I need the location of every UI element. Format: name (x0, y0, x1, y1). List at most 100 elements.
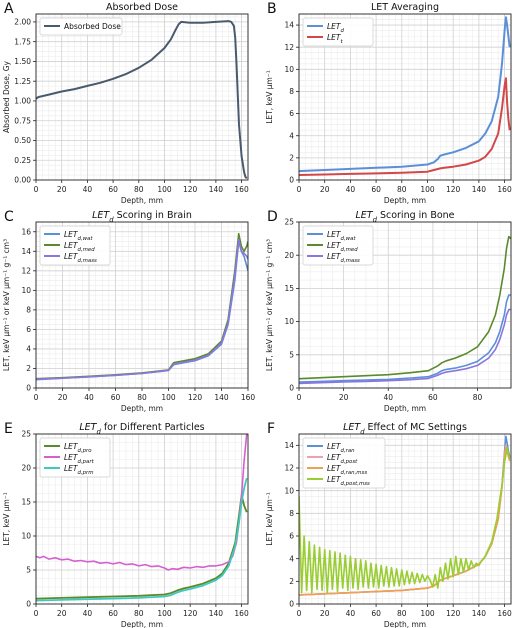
text-part: LET (327, 33, 342, 42)
x-tick-label: 0 (34, 185, 39, 194)
y-axis-label: Absorbed Dose, Gy (2, 60, 11, 132)
x-axis-label: Depth, mm (384, 196, 426, 205)
y-tick-label: 14 (284, 21, 294, 30)
chart-title: LETd Effect of MC Settings (343, 422, 467, 436)
x-tick-label: 40 (83, 185, 93, 194)
panel-letter: C (4, 209, 14, 225)
series-line-1 (299, 77, 511, 176)
y-tick-label: 1.50 (14, 57, 31, 66)
text-part: LET (64, 241, 79, 250)
legend-label: LETd,post (327, 453, 358, 465)
x-axis-label: Depth, mm (384, 620, 426, 628)
text-part: LET (64, 442, 79, 451)
y-tick-label: 10 (21, 286, 31, 295)
x-tick-label: 0 (297, 609, 302, 618)
y-tick-label: 14 (284, 441, 294, 450)
x-axis-label: Depth, mm (121, 404, 163, 413)
y-tick-label: 6 (26, 325, 31, 334)
x-tick-label: 140 (214, 393, 229, 402)
y-tick-label: 2.00 (14, 18, 31, 27)
x-tick-label: 60 (371, 185, 381, 194)
y-tick-label: 5 (289, 350, 294, 359)
y-tick-label: 4 (289, 131, 294, 140)
legend-label: LETd,ran (327, 442, 355, 454)
x-tick-label: 120 (183, 185, 198, 194)
series-line-2 (36, 238, 248, 380)
x-tick-label: 40 (346, 609, 356, 618)
x-tick-label: 20 (57, 185, 67, 194)
x-tick-label: 40 (84, 393, 94, 402)
text-part: Absorbed Dose (106, 2, 178, 13)
text-part: d,post (341, 459, 359, 465)
series-line-1 (299, 235, 511, 380)
x-tick-label: 20 (58, 393, 68, 402)
text-part: d,mass (341, 258, 360, 264)
x-tick-label: 60 (111, 393, 121, 402)
text-part: LET (64, 252, 79, 261)
y-tick-label: 25 (21, 430, 31, 439)
x-tick-label: 100 (157, 185, 172, 194)
legend-label: LETt (327, 33, 344, 45)
x-tick-label: 140 (209, 609, 224, 618)
y-tick-label: 0.00 (14, 176, 31, 185)
y-axis-label: LET, keV µm⁻¹ (2, 492, 11, 546)
text-part: LET (327, 453, 342, 462)
panel-letter: D (267, 209, 278, 225)
y-tick-label: 16 (21, 227, 31, 236)
legend-label: LETd,ran,mss (327, 464, 367, 476)
x-tick-label: 80 (137, 393, 147, 402)
x-tick-label: 160 (497, 185, 512, 194)
x-tick-label: 20 (320, 609, 330, 618)
legend-label: LETd,pro (64, 442, 92, 454)
text-part: LET (64, 230, 79, 239)
text-part: LET (79, 422, 97, 433)
text-part: d (360, 428, 365, 436)
y-axis-label: LET, keV µm⁻¹ (265, 70, 274, 124)
series-line-2 (299, 446, 511, 596)
text-part: LET (327, 241, 342, 250)
y-tick-label: 2 (289, 153, 294, 162)
x-tick-label: 160 (497, 609, 512, 618)
legend-label: LETd,mass (327, 252, 360, 264)
series-line-0 (299, 294, 511, 383)
y-tick-label: 10 (21, 532, 31, 541)
y-tick-label: 12 (284, 43, 294, 52)
x-tick-label: 160 (241, 393, 256, 402)
plot-frame (35, 13, 249, 181)
text-part: d,wat (341, 236, 357, 242)
y-axis-label: LET, keV µm⁻¹ or keV µm⁻¹ g⁻¹ cm³ (2, 239, 11, 371)
text-part: LET (327, 22, 342, 31)
text-part: t (341, 39, 344, 45)
y-tick-label: 6 (289, 109, 294, 118)
panel-letter: B (267, 1, 277, 17)
y-tick-label: 6 (289, 532, 294, 541)
x-tick-label: 100 (161, 393, 176, 402)
text-part: d,ran (341, 448, 356, 454)
legend-label: LETd,med (327, 241, 358, 253)
y-tick-label: 10 (284, 486, 294, 495)
text-part: LET (327, 442, 342, 451)
panel-letter: E (4, 421, 13, 437)
text-part: LET (327, 475, 342, 484)
chart-title: LETd for Different Particles (79, 422, 204, 436)
x-tick-label: 20 (320, 185, 330, 194)
x-tick-label: 160 (234, 185, 249, 194)
x-tick-label: 40 (346, 185, 356, 194)
legend-label: LETd,med (64, 241, 95, 253)
x-tick-label: 20 (57, 609, 67, 618)
y-tick-label: 0 (289, 600, 294, 609)
plot-frame (298, 13, 512, 181)
x-tick-label: 60 (428, 393, 438, 402)
x-tick-label: 80 (397, 185, 407, 194)
text-part: d (341, 28, 345, 34)
y-tick-label: 8 (26, 305, 31, 314)
y-tick-label: 2 (289, 577, 294, 586)
text-part: LET (64, 453, 79, 462)
y-tick-label: 25 (284, 218, 294, 227)
plot-frame (298, 433, 512, 605)
y-tick-label: 1.25 (14, 77, 31, 86)
x-tick-label: 80 (397, 609, 407, 618)
x-tick-label: 40 (383, 393, 393, 402)
